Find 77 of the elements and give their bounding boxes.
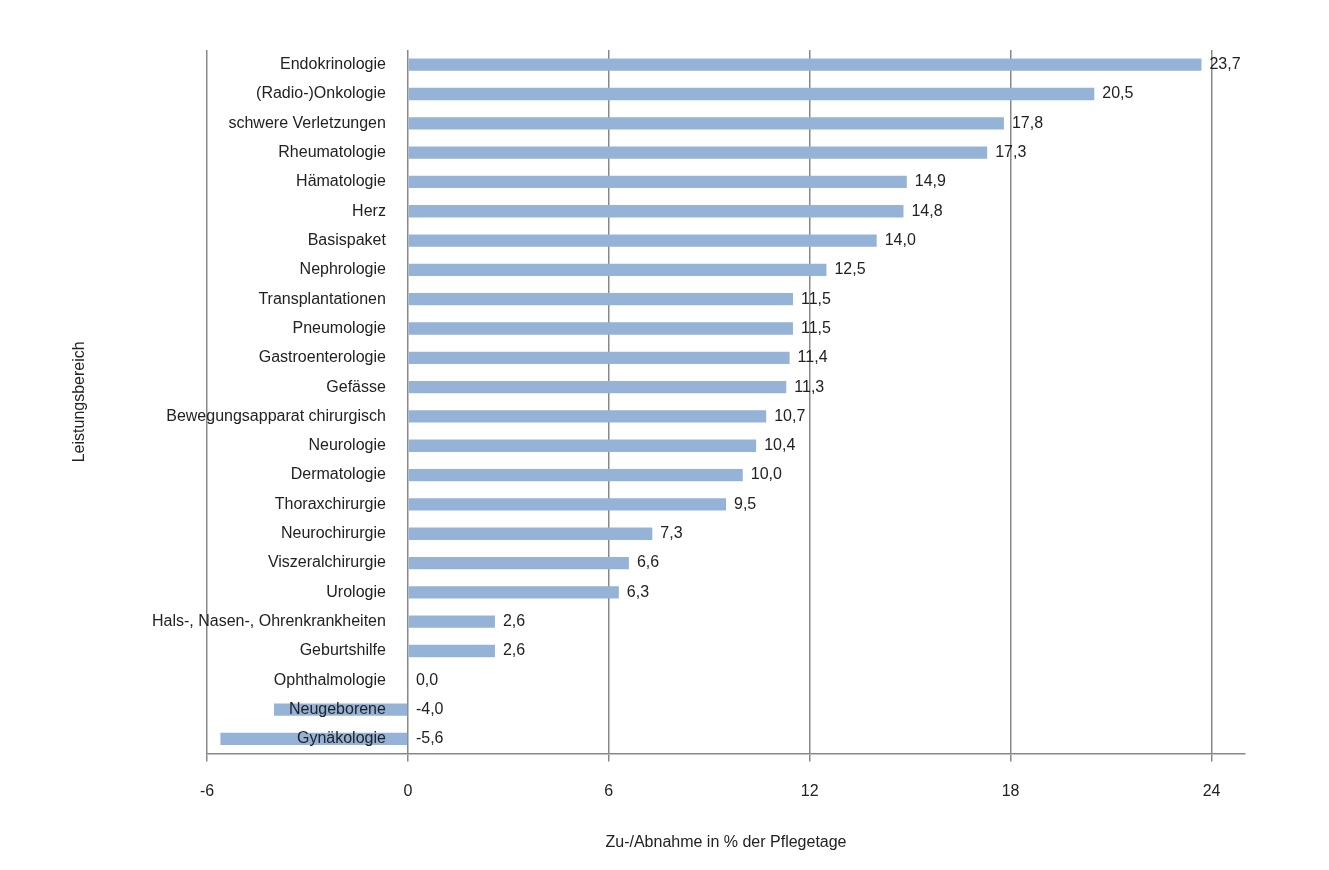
data-label: 9,5 xyxy=(734,494,757,512)
data-label: 14,8 xyxy=(911,201,943,219)
data-label: 12,5 xyxy=(834,260,866,278)
bar xyxy=(408,586,619,599)
data-label: -4,0 xyxy=(415,700,444,718)
y-tick-label: Basispaket xyxy=(307,230,387,248)
data-label: 17,8 xyxy=(1011,113,1044,131)
y-tick-label: Herz xyxy=(352,201,386,219)
data-label: 14,0 xyxy=(884,230,916,248)
data-label: 17,3 xyxy=(995,143,1027,161)
x-tick-label: 0 xyxy=(403,781,413,799)
y-tick-label: Endokrinologie xyxy=(280,55,386,73)
bar xyxy=(408,146,988,159)
bar xyxy=(408,380,787,394)
bar xyxy=(408,205,904,218)
bar xyxy=(408,234,877,247)
y-tick-label: Gynäkologie xyxy=(296,729,386,747)
y-tick-label: Urologie xyxy=(326,582,386,600)
bar xyxy=(408,439,757,452)
y-tick-label: Gastroenterologie xyxy=(258,348,386,366)
x-axis-title: Zu-/Abnahme in % der Pflegetage xyxy=(605,832,847,850)
data-label: 23,7 xyxy=(1209,55,1241,73)
data-label: 10,7 xyxy=(774,406,806,424)
y-tick-label: schwere Verletzungen xyxy=(228,113,386,131)
y-tick-label: (Radio-)Onkologie xyxy=(256,84,386,102)
data-label: 10,0 xyxy=(750,465,782,483)
x-tick-label: 6 xyxy=(604,781,614,799)
data-label: 7,3 xyxy=(660,524,683,542)
x-tick-label: 24 xyxy=(1202,781,1221,799)
bar xyxy=(408,293,793,306)
y-tick-label: Dermatologie xyxy=(290,465,386,483)
x-tick-label: -6 xyxy=(199,781,215,799)
y-tick-label: Hämatologie xyxy=(296,172,386,190)
data-label: 20,5 xyxy=(1102,84,1134,102)
y-tick-label: Rheumatologie xyxy=(278,143,386,161)
bar xyxy=(408,87,1095,101)
bar xyxy=(408,644,495,658)
data-label: 2,6 xyxy=(502,612,526,630)
data-label: 10,4 xyxy=(764,436,796,454)
y-tick-label: Neurochirurgie xyxy=(280,524,386,542)
bar xyxy=(408,527,653,540)
data-label: 11,5 xyxy=(800,318,832,336)
bar xyxy=(408,498,726,511)
data-label: 11,5 xyxy=(800,289,832,307)
y-tick-label: Neurologie xyxy=(308,436,386,454)
bar xyxy=(408,615,495,628)
x-tick-label: 12 xyxy=(800,781,819,799)
y-tick-label: Bewegungsapparat chirurgisch xyxy=(166,406,386,424)
data-label: 11,4 xyxy=(797,348,828,366)
data-label: 11,3 xyxy=(794,377,825,395)
bar xyxy=(408,468,743,482)
data-label: 6,6 xyxy=(636,553,660,571)
bar xyxy=(408,263,827,277)
bar xyxy=(408,351,790,364)
data-label: -5,6 xyxy=(415,729,444,747)
y-tick-label: Geburtshilfe xyxy=(299,641,386,659)
data-label: 14,9 xyxy=(914,172,947,190)
bar xyxy=(408,556,629,570)
data-label: 0,0 xyxy=(415,670,439,688)
y-tick-label: Pneumologie xyxy=(292,318,386,336)
data-label: 2,6 xyxy=(502,641,526,659)
y-tick-label: Ophthalmologie xyxy=(273,670,386,688)
bar xyxy=(408,410,767,423)
bar xyxy=(408,117,1004,130)
y-tick-label: Gefässe xyxy=(326,377,386,395)
x-tick-label: 18 xyxy=(1001,781,1020,799)
y-tick-label: Nephrologie xyxy=(299,260,386,278)
bar xyxy=(408,58,1202,71)
y-tick-label: Transplantationen xyxy=(258,289,386,307)
bar xyxy=(408,322,793,335)
data-label: 6,3 xyxy=(626,582,650,600)
y-tick-label: Viszeralchirurgie xyxy=(267,553,386,571)
bar xyxy=(408,175,907,189)
y-tick-label: Thoraxchirurgie xyxy=(274,494,386,512)
y-tick-label: Hals-, Nasen-, Ohrenkrankheiten xyxy=(152,612,386,630)
y-axis-title: Leistungsbereich xyxy=(70,341,88,463)
y-tick-label: Neugeborene xyxy=(288,700,386,718)
